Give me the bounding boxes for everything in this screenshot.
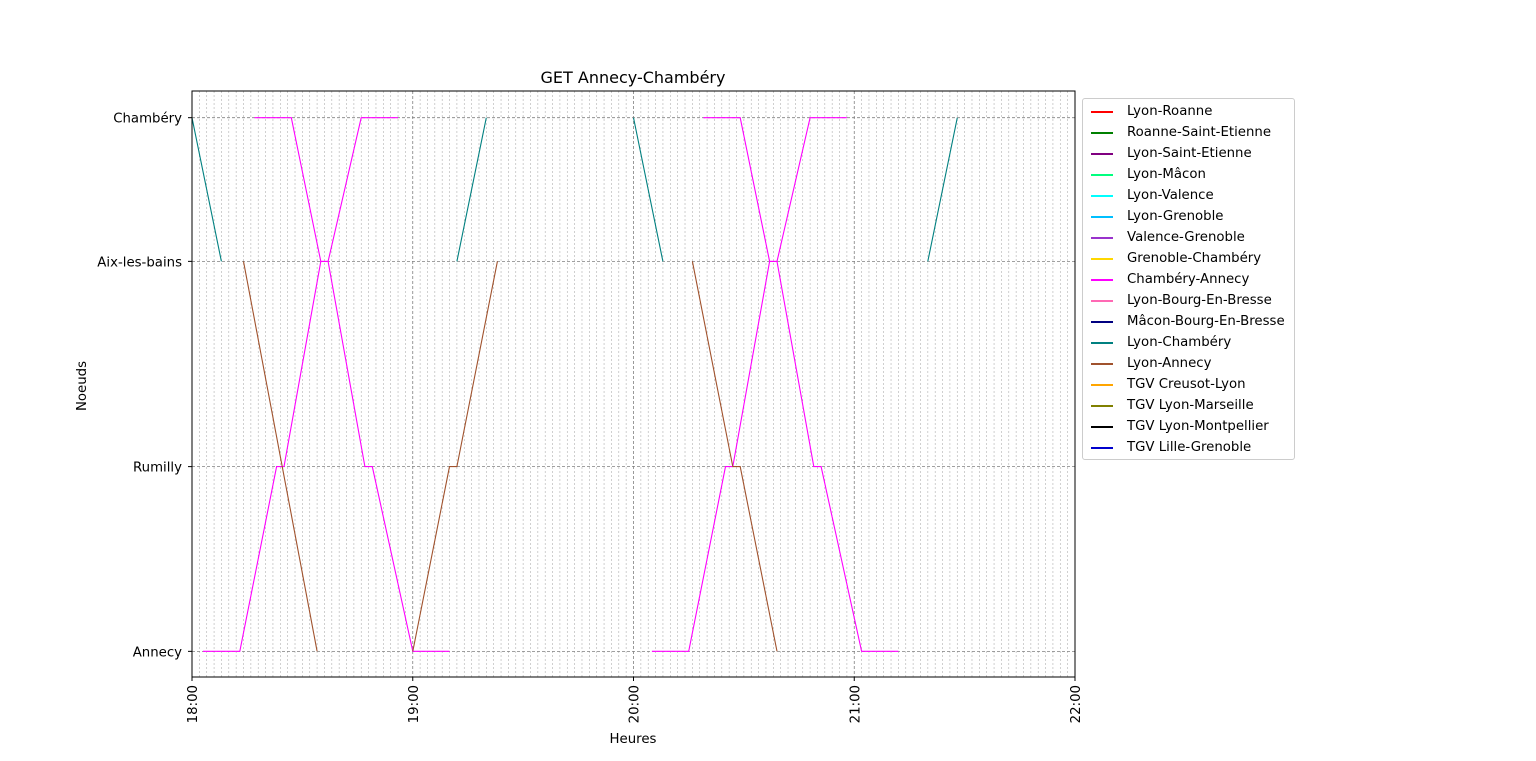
legend-swatch (1091, 341, 1113, 344)
legend-swatch (1091, 362, 1113, 365)
legend-label: Lyon-Roanne (1127, 104, 1213, 119)
legend-swatch (1091, 152, 1113, 155)
legend-swatch (1091, 257, 1113, 260)
series-line-chamb-ry-annecy (254, 117, 450, 652)
legend-item: Chambéry-Annecy (1091, 269, 1249, 290)
legend-item: TGV Lyon-Marseille (1091, 395, 1254, 416)
legend-swatch (1091, 383, 1113, 386)
y-tick-label: Annecy (133, 645, 182, 660)
chart-legend: Lyon-Roanne Roanne-Saint-Etienne Lyon-Sain… (1082, 98, 1295, 460)
legend-label: Chambéry-Annecy (1127, 272, 1250, 287)
legend-item: Lyon-Valence (1091, 185, 1214, 206)
y-tick-label: Chambéry (113, 111, 182, 127)
legend-label: Lyon-Annecy (1127, 356, 1212, 371)
x-tick-label: 18:00 (186, 685, 201, 723)
legend-label: Roanne-Saint-Etienne (1127, 125, 1272, 140)
x-tick-label: 20:00 (628, 685, 643, 723)
series-line-lyon-chamb-ry (456, 117, 487, 262)
legend-swatch (1091, 299, 1113, 302)
series-line-lyon-annecy (412, 261, 498, 652)
legend-swatch (1091, 173, 1113, 176)
series-line-chamb-ry-annecy (203, 117, 398, 652)
x-axis-ticks: 18:00 19:00 20:00 21:00 22:00 (186, 677, 1084, 723)
legend-item: TGV Lille-Grenoble (1091, 437, 1251, 458)
y-axis-label: Noeuds (75, 361, 90, 411)
legend-label: Lyon-Valence (1127, 188, 1214, 203)
legend-swatch (1091, 446, 1113, 449)
legend-label: Mâcon-Bourg-En-Bresse (1127, 314, 1285, 329)
series-line-lyon-chamb-ry (927, 117, 958, 262)
chart-title: GET Annecy-Chambéry (541, 68, 726, 87)
legend-label: TGV Lyon-Montpellier (1127, 419, 1269, 434)
legend-label: TGV Creusot-Lyon (1127, 377, 1246, 392)
legend-item: Mâcon-Bourg-En-Bresse (1091, 311, 1285, 332)
y-tick-label: Aix-les-bains (97, 255, 182, 270)
x-tick-label: 19:00 (407, 685, 422, 723)
legend-swatch (1091, 404, 1113, 407)
legend-item: TGV Creusot-Lyon (1091, 374, 1246, 395)
legend-label: Lyon-Grenoble (1127, 209, 1224, 224)
legend-item: Valence-Grenoble (1091, 227, 1245, 248)
series-line-chamb-ry-annecy (703, 117, 899, 652)
legend-label: Lyon-Chambéry (1127, 335, 1232, 350)
legend-item: Lyon-Saint-Etienne (1091, 143, 1252, 164)
legend-item: Lyon-Mâcon (1091, 164, 1206, 185)
y-axis-ticks: Annecy Rumilly Aix-les-bains Chambéry (97, 111, 192, 660)
legend-label: TGV Lille-Grenoble (1127, 440, 1252, 455)
legend-item: Lyon-Roanne (1091, 101, 1212, 122)
legend-label: Valence-Grenoble (1127, 230, 1245, 245)
series-lines (191, 117, 958, 652)
legend-swatch (1091, 278, 1113, 281)
legend-label: Grenoble-Chambéry (1127, 251, 1262, 266)
legend-item: Lyon-Bourg-En-Bresse (1091, 290, 1272, 311)
y-tick-label: Rumilly (133, 461, 182, 476)
series-line-lyon-chamb-ry (191, 117, 222, 262)
legend-item: Roanne-Saint-Etienne (1091, 122, 1271, 143)
legend-label: Lyon-Mâcon (1127, 167, 1206, 182)
legend-label: Lyon-Saint-Etienne (1127, 146, 1252, 161)
x-tick-label: 21:00 (848, 685, 863, 723)
legend-item: Lyon-Grenoble (1091, 206, 1223, 227)
series-line-chamb-ry-annecy (651, 117, 847, 652)
legend-swatch (1091, 131, 1113, 134)
x-axis-label: Heures (610, 732, 657, 747)
legend-swatch (1091, 194, 1113, 197)
legend-item: Lyon-Annecy (1091, 353, 1211, 374)
legend-swatch (1091, 110, 1113, 113)
legend-swatch (1091, 236, 1113, 239)
series-line-lyon-annecy (691, 261, 778, 652)
legend-swatch (1091, 425, 1113, 428)
legend-item: Grenoble-Chambéry (1091, 248, 1261, 269)
legend-swatch (1091, 320, 1113, 323)
legend-label: TGV Lyon-Marseille (1127, 398, 1254, 413)
legend-item: TGV Lyon-Montpellier (1091, 416, 1269, 437)
x-tick-label: 22:00 (1069, 685, 1084, 723)
legend-label: Lyon-Bourg-En-Bresse (1127, 293, 1272, 308)
minor-gridlines (199, 91, 1068, 677)
series-line-lyon-annecy (242, 261, 318, 652)
series-line-lyon-chamb-ry (632, 117, 664, 262)
legend-swatch (1091, 215, 1113, 218)
legend-item: Lyon-Chambéry (1091, 332, 1231, 353)
